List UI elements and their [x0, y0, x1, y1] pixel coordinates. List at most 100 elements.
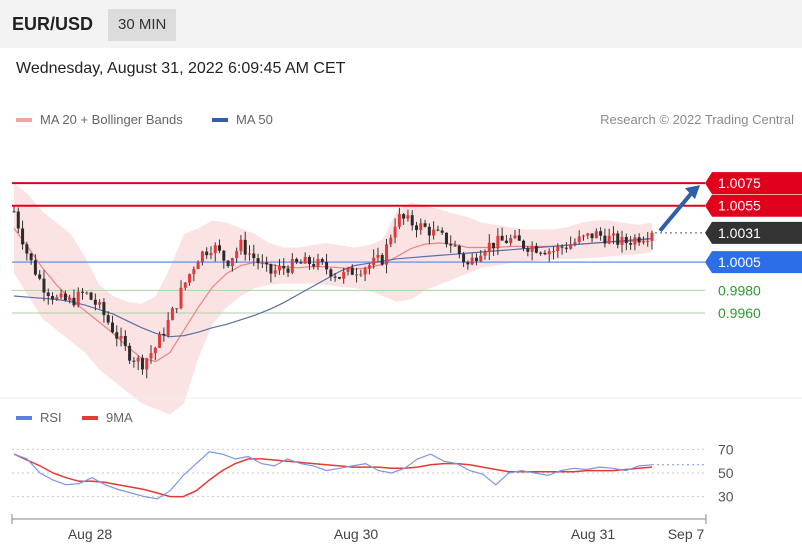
candle [393, 218, 397, 244]
candle [419, 218, 423, 235]
candle [410, 210, 414, 231]
candle [132, 357, 136, 368]
price-tag: 1.0075 [705, 172, 802, 195]
rsi-tick-label: 50 [718, 465, 734, 481]
candle [277, 258, 281, 275]
candle [389, 234, 393, 248]
candle [620, 230, 624, 253]
candle [102, 298, 106, 323]
candle [145, 357, 149, 379]
candle [449, 235, 453, 253]
ma9-line [13, 453, 653, 498]
candle [573, 238, 577, 247]
rsi-line [13, 451, 653, 500]
candle [590, 233, 594, 243]
candle [427, 223, 431, 244]
legend-rsi: RSI [16, 410, 62, 425]
price-tag-label: 1.0031 [718, 225, 761, 241]
candle [577, 230, 581, 244]
candle [295, 257, 299, 265]
candle [33, 254, 37, 276]
candle [51, 292, 55, 305]
candle [260, 254, 264, 269]
candle [29, 252, 33, 265]
candle [547, 248, 551, 262]
support-label: 0.9980 [718, 282, 761, 298]
candle [89, 291, 93, 301]
candle [350, 264, 354, 276]
candle [256, 253, 260, 270]
candle [136, 355, 140, 371]
candle [474, 253, 478, 266]
candle [162, 327, 166, 342]
ma9-swatch [82, 415, 98, 420]
candle [355, 267, 359, 283]
candle [462, 251, 466, 268]
candle [140, 354, 144, 375]
candle [119, 327, 123, 347]
candle [363, 266, 367, 281]
bollinger-band [14, 183, 652, 415]
legend-ma50: MA 50 [212, 112, 273, 127]
ma50-line [13, 237, 653, 338]
x-tick-label: Aug 30 [334, 526, 379, 542]
candle [123, 330, 127, 351]
candle [115, 325, 119, 347]
candle [423, 219, 427, 228]
candle [230, 257, 234, 272]
candle [560, 244, 564, 255]
candle [629, 235, 633, 250]
candle [586, 232, 590, 240]
candle [325, 253, 329, 275]
candle [243, 231, 247, 261]
candle [594, 228, 598, 239]
price-tag: 1.0055 [705, 194, 802, 217]
candle [552, 246, 556, 260]
candle [611, 226, 615, 245]
candle [517, 229, 521, 241]
candle [569, 236, 573, 250]
x-tick-label: Aug 28 [68, 526, 113, 542]
candle [633, 234, 637, 251]
candle [556, 243, 560, 258]
candle [248, 245, 252, 261]
candle [444, 232, 448, 248]
candle [63, 290, 67, 302]
candle [599, 227, 603, 241]
candle [55, 294, 59, 302]
candle [329, 267, 333, 281]
candle [213, 242, 217, 262]
support-label: 0.9960 [718, 305, 761, 321]
candle [466, 260, 470, 270]
chart-header: EUR/USD 30 MIN [0, 0, 802, 48]
candle [539, 251, 543, 256]
candle [179, 280, 183, 310]
candle [397, 207, 401, 230]
candle [504, 235, 508, 244]
candle [265, 256, 269, 272]
candle [42, 270, 46, 302]
timeframe-badge[interactable]: 30 MIN [108, 9, 177, 41]
price-tag-label: 1.0075 [718, 175, 761, 191]
price-tag-label: 1.0005 [718, 254, 761, 270]
price-tag: 1.0005 [705, 251, 802, 274]
legend-ma20: MA 20 + Bollinger Bands [16, 112, 183, 127]
x-tick-label: Sep 7 [668, 526, 705, 542]
candle [509, 234, 513, 246]
candle [487, 234, 491, 260]
candle [158, 331, 162, 349]
candle [312, 257, 316, 270]
candle [440, 227, 444, 236]
research-credit: Research © 2022 Trading Central [600, 112, 794, 127]
candle [269, 263, 273, 283]
candle [337, 276, 341, 280]
candle [543, 249, 547, 256]
candle [453, 240, 457, 247]
candle [359, 269, 363, 277]
candle [175, 307, 179, 314]
instrument-title: EUR/USD [12, 14, 94, 34]
legend-ma9-label: 9MA [106, 410, 133, 425]
candle [282, 258, 286, 276]
candle [149, 345, 153, 364]
